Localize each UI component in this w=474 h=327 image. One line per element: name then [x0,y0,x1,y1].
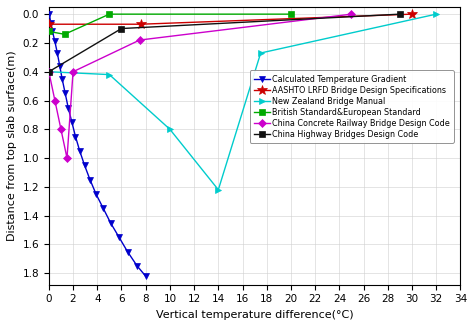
Calculated Temperature Gradient [143,274,148,278]
Calculated Temperature Gradient [52,40,58,43]
Calculated Temperature Gradient [63,91,68,95]
Line: Calculated Temperature Gradient: Calculated Temperature Gradient [46,11,148,279]
Calculated Temperature Gradient [48,21,54,25]
Calculated Temperature Gradient [59,77,65,81]
New Zealand Bridge Manual [433,12,439,16]
China Concrete Railway Bridge Design Code [349,12,355,16]
Line: AASHTO LRFD Bridge Design Specifications: AASHTO LRFD Bridge Design Specifications [44,9,417,29]
Line: British Standard&European Standard: British Standard&European Standard [46,11,294,37]
China Concrete Railway Bridge Design Code [46,70,52,74]
Legend: Calculated Temperature Gradient, AASHTO LRFD Bridge Design Specifications, New Z: Calculated Temperature Gradient, AASHTO … [250,71,454,143]
Line: China Highway Bridges Design Code: China Highway Bridges Design Code [46,11,403,75]
Calculated Temperature Gradient [134,264,140,268]
China Highway Bridges Design Code [46,70,52,74]
AASHTO LRFD Bridge Design Specifications [409,12,415,16]
Calculated Temperature Gradient [125,250,130,254]
Calculated Temperature Gradient [77,149,82,153]
X-axis label: Vertical temperature difference(°C): Vertical temperature difference(°C) [156,310,354,320]
New Zealand Bridge Manual [46,70,52,74]
Y-axis label: Distance from top slab surface(m): Distance from top slab surface(m) [7,51,17,241]
China Highway Bridges Design Code [397,12,403,16]
Calculated Temperature Gradient [82,163,87,167]
Calculated Temperature Gradient [116,235,122,239]
China Concrete Railway Bridge Design Code [64,156,70,160]
Line: China Concrete Railway Bridge Design Code: China Concrete Railway Bridge Design Cod… [46,11,354,161]
China Highway Bridges Design Code [118,26,124,30]
New Zealand Bridge Manual [216,188,221,192]
Calculated Temperature Gradient [69,120,75,124]
Calculated Temperature Gradient [108,221,113,225]
Calculated Temperature Gradient [50,29,55,33]
China Concrete Railway Bridge Design Code [58,127,64,131]
AASHTO LRFD Bridge Design Specifications [138,22,144,26]
Calculated Temperature Gradient [73,134,78,138]
Calculated Temperature Gradient [93,192,99,196]
British Standard&European Standard [46,29,52,33]
Line: New Zealand Bridge Manual: New Zealand Bridge Manual [46,11,439,193]
New Zealand Bridge Manual [167,127,173,131]
Calculated Temperature Gradient [57,64,63,68]
Calculated Temperature Gradient [87,178,93,182]
British Standard&European Standard [62,32,67,36]
Calculated Temperature Gradient [55,51,60,55]
China Concrete Railway Bridge Design Code [52,98,58,102]
New Zealand Bridge Manual [258,51,264,55]
New Zealand Bridge Manual [107,73,112,77]
Calculated Temperature Gradient [46,12,52,16]
Calculated Temperature Gradient [100,207,106,211]
AASHTO LRFD Bridge Design Specifications [46,22,52,26]
British Standard&European Standard [107,12,112,16]
Calculated Temperature Gradient [65,106,71,110]
China Concrete Railway Bridge Design Code [70,70,76,74]
British Standard&European Standard [288,12,294,16]
China Concrete Railway Bridge Design Code [137,38,143,42]
